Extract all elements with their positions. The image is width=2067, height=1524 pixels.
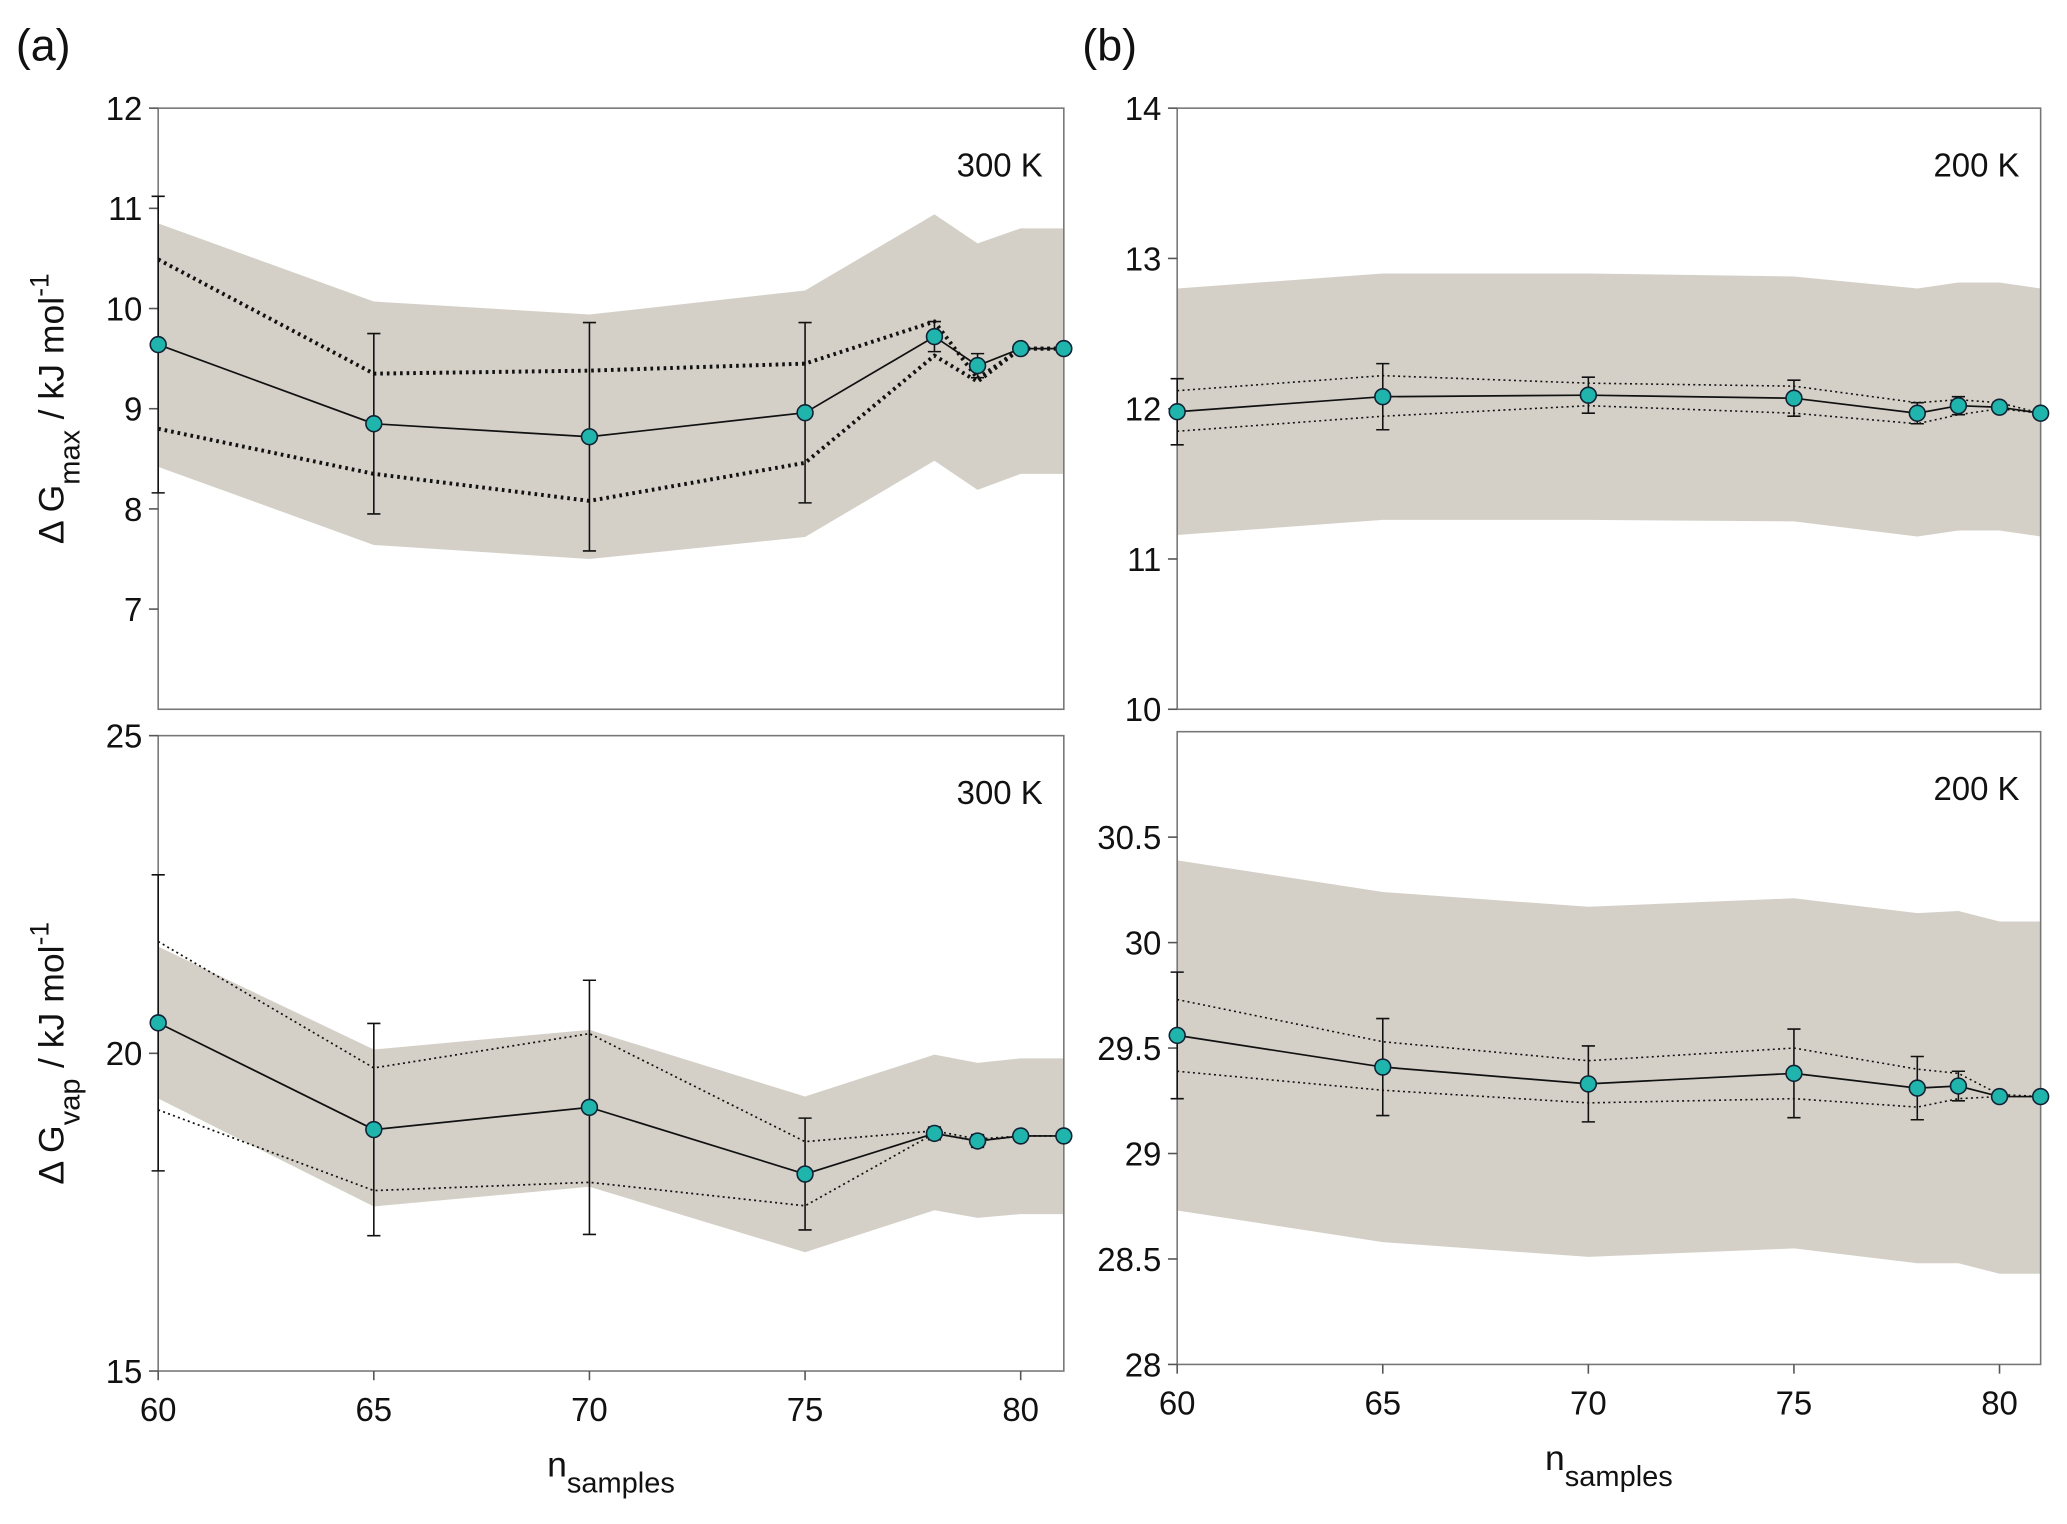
data-point (1579, 1075, 1598, 1093)
annotation: 200 K (1933, 147, 2019, 184)
y-tick-label: 12 (1125, 391, 1162, 428)
uncertainty-band (1177, 273, 2041, 537)
data-point (1055, 339, 1073, 358)
data-point (580, 428, 599, 446)
x-axis-label: nsamples (547, 1444, 675, 1499)
y-tick-label: 20 (106, 1035, 143, 1072)
y-tick-label: 28 (1125, 1346, 1162, 1383)
data-point (1785, 389, 1803, 407)
y-tick-label: 11 (1127, 541, 1161, 578)
x-tick-label: 80 (1002, 1391, 1039, 1428)
data-point (1949, 397, 1968, 415)
data-point (580, 1098, 599, 1117)
data-point (1785, 1064, 1803, 1083)
y-tick-label: 9 (124, 391, 142, 428)
y-axis-label-symbol: Δ G (31, 1125, 71, 1184)
y-axis-label-sub: max (54, 429, 86, 484)
x-axis-label-sub: samples (1565, 1461, 1673, 1493)
y-axis-label-symbol: Δ G (31, 485, 71, 544)
data-point (1011, 339, 1030, 358)
data-point (1168, 403, 1186, 421)
uncertainty-band (158, 946, 1064, 1253)
bound-line (1177, 998, 2041, 1098)
data-point (925, 1124, 944, 1143)
y-tick-label: 15 (106, 1353, 143, 1390)
y-tick-label: 10 (1125, 691, 1162, 728)
data-point (1055, 1127, 1073, 1145)
y-tick-label: 25 (106, 717, 143, 754)
y-tick-label: 29.5 (1097, 1030, 1161, 1067)
data-point (149, 1014, 167, 1032)
data-point (968, 1132, 987, 1150)
y-axis-label-unit: / kJ mol (31, 945, 71, 1068)
y-tick-label: 30 (1125, 924, 1162, 961)
data-point (1949, 1077, 1968, 1095)
x-tick-label: 65 (1364, 1385, 1401, 1422)
data-point (1011, 1127, 1030, 1145)
x-tick-label: 75 (787, 1391, 824, 1428)
data-point (1374, 1058, 1392, 1076)
y-tick-label: 12 (106, 90, 143, 127)
y-tick-label: 11 (108, 190, 142, 227)
annotation: 300 K (957, 147, 1043, 184)
data-point (1908, 404, 1926, 422)
y-tick-label: 10 (106, 290, 143, 327)
x-axis-label: nsamples (1545, 1438, 1673, 1493)
data-point (1990, 1087, 2009, 1106)
uncertainty-band (158, 214, 1064, 559)
panel: 10 11 12 13 14 200 K (b) (1082, 21, 2050, 728)
data-point (1168, 1026, 1186, 1045)
data-point (968, 356, 987, 375)
data-point (2031, 404, 2050, 422)
y-tick-label: 14 (1125, 90, 1162, 127)
data-point (1374, 387, 1392, 406)
annotation: 300 K (957, 774, 1043, 811)
y-axis-label: Δ Gvap / kJ mol-1 (24, 922, 86, 1185)
y-axis-label-sub: vap (54, 1079, 86, 1126)
x-tick-label: 70 (1570, 1385, 1607, 1422)
y-axis-label-sup: -1 (24, 922, 54, 945)
data-point (796, 404, 814, 422)
panel: 7 8 9 10 11 12 300 K (a) (16, 21, 1073, 711)
y-tick-label: 30.5 (1097, 819, 1161, 856)
x-axis-label-symbol: n (547, 1444, 567, 1484)
y-tick-label: 8 (124, 491, 142, 528)
data-point (2031, 1087, 2050, 1106)
panel: 28 28.5 29 29.5 30 30.5 60 65 70 75 80 200 K (1097, 730, 2050, 1422)
x-tick-label: 75 (1776, 1385, 1813, 1422)
x-tick-label: 60 (140, 1391, 177, 1428)
y-axis-label: Δ Gmax / kJ mol-1 (24, 273, 86, 544)
data-point (1579, 386, 1598, 404)
y-tick-label: 7 (124, 591, 142, 628)
x-tick-label: 65 (355, 1391, 392, 1428)
panel-label: (b) (1082, 21, 1137, 71)
panel-label: (a) (16, 21, 71, 71)
uncertainty-band (1177, 860, 2041, 1274)
x-tick-label: 60 (1159, 1385, 1196, 1422)
panel: 15 20 25 60 65 70 75 80 300 K (106, 717, 1073, 1428)
data-point (796, 1165, 814, 1183)
data-point (1908, 1079, 1926, 1097)
bound-line (157, 346, 1064, 503)
x-tick-label: 70 (571, 1391, 608, 1428)
data-point (365, 415, 383, 433)
data-point (365, 1120, 383, 1139)
y-axis-label-sup: -1 (24, 273, 54, 296)
data-point (925, 327, 944, 346)
data-point (1990, 398, 2009, 416)
y-tick-label: 29 (1125, 1135, 1162, 1172)
y-tick-label: 28.5 (1097, 1241, 1161, 1278)
annotation: 200 K (1933, 770, 2019, 807)
data-point (149, 335, 167, 354)
x-axis-label-symbol: n (1545, 1438, 1565, 1478)
y-axis-label-unit: / kJ mol (31, 297, 71, 420)
x-tick-label: 80 (1981, 1385, 2018, 1422)
y-tick-label: 13 (1125, 240, 1162, 277)
x-axis-label-sub: samples (567, 1467, 675, 1499)
